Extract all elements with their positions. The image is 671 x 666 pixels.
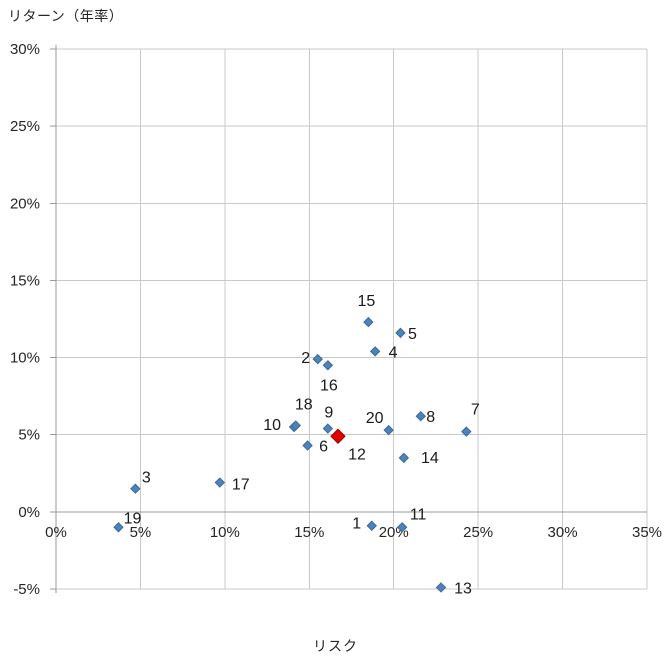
data-point-label-7: 7 xyxy=(471,402,480,419)
data-point-label-20: 20 xyxy=(366,410,384,427)
data-point-20 xyxy=(383,424,394,436)
x-tick-label: 25% xyxy=(463,524,493,541)
data-point-12 xyxy=(330,428,346,444)
data-point-label-8: 8 xyxy=(426,409,435,426)
x-tick-label: 30% xyxy=(548,524,578,541)
y-tick-label: 30% xyxy=(10,41,40,58)
y-tick-label: 15% xyxy=(10,272,40,289)
y-tick-label: 0% xyxy=(18,504,40,521)
data-point-label-13: 13 xyxy=(454,580,472,597)
data-point-label-15: 15 xyxy=(357,293,375,310)
data-point-label-17: 17 xyxy=(232,477,250,494)
data-point-label-3: 3 xyxy=(142,470,151,487)
data-point-2 xyxy=(312,353,323,365)
y-tick-label: 5% xyxy=(18,427,40,444)
data-point-4 xyxy=(369,346,381,357)
data-point-label-18: 18 xyxy=(295,396,313,413)
x-tick-label: 0% xyxy=(45,524,67,541)
data-point-18 xyxy=(290,420,301,431)
data-point-3 xyxy=(130,483,141,494)
data-point-13 xyxy=(435,582,447,593)
x-tick-label: 15% xyxy=(294,524,324,541)
y-tick-label: 20% xyxy=(10,195,40,212)
y-tick-label: -5% xyxy=(13,581,40,598)
data-point-11 xyxy=(396,522,408,533)
y-tick-label: 10% xyxy=(10,350,40,367)
data-point-label-6: 6 xyxy=(319,439,328,456)
data-point-15 xyxy=(363,316,374,328)
data-point-label-4: 4 xyxy=(389,344,398,361)
y-tick-label: 25% xyxy=(10,118,40,135)
data-point-label-1: 1 xyxy=(352,516,361,533)
data-point-label-5: 5 xyxy=(408,326,417,343)
data-point-8 xyxy=(415,410,426,422)
data-point-16 xyxy=(322,360,334,371)
data-point-label-16: 16 xyxy=(320,377,338,394)
data-point-9 xyxy=(322,423,334,434)
x-axis-title: リスク xyxy=(313,638,358,654)
data-point-label-11: 11 xyxy=(410,506,427,523)
data-point-7 xyxy=(461,426,472,437)
data-point-label-10: 10 xyxy=(263,417,281,434)
data-point-label-19: 19 xyxy=(124,510,142,527)
data-point-17 xyxy=(214,477,225,488)
data-point-19 xyxy=(113,522,124,533)
data-point-1 xyxy=(366,520,377,531)
data-point-label-2: 2 xyxy=(301,350,310,367)
data-point-label-14: 14 xyxy=(421,450,439,467)
x-tick-label: 5% xyxy=(130,524,152,541)
data-point-6 xyxy=(302,440,313,451)
data-point-5 xyxy=(395,327,406,339)
data-point-label-12: 12 xyxy=(348,446,366,463)
y-axis-title: リターン（年率） xyxy=(8,8,124,24)
x-tick-label: 35% xyxy=(632,524,662,541)
data-point-label-9: 9 xyxy=(324,405,333,422)
x-tick-label: 10% xyxy=(210,524,240,541)
data-point-14 xyxy=(398,452,410,464)
